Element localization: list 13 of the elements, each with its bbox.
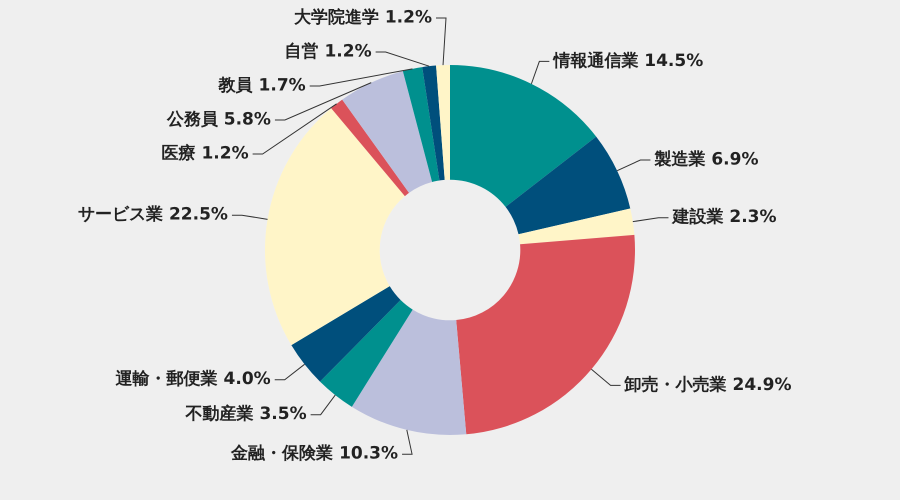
slice-label: 自営 1.2% (284, 41, 372, 62)
slice-label: 公務員 5.8% (166, 109, 271, 130)
slice-label: 製造業 6.9% (653, 149, 758, 170)
slice-label: 不動産業 3.5% (184, 404, 307, 424)
slice-label: 運輸・郵便業 4.0% (114, 369, 271, 390)
slice-label: 金融・保険業 10.3% (230, 444, 398, 464)
slice-label: サービス業 22.5% (78, 204, 228, 225)
slice-label: 卸売・小売業 24.9% (624, 374, 792, 395)
slice-label: 教員 1.7% (218, 75, 306, 96)
slice-label: 大学院進学 1.2% (294, 7, 432, 28)
slice-label: 建設業 2.3% (670, 207, 777, 228)
slice-label: 情報通信業 14.5% (552, 50, 704, 71)
slice-label: 医療 1.2% (162, 143, 249, 164)
